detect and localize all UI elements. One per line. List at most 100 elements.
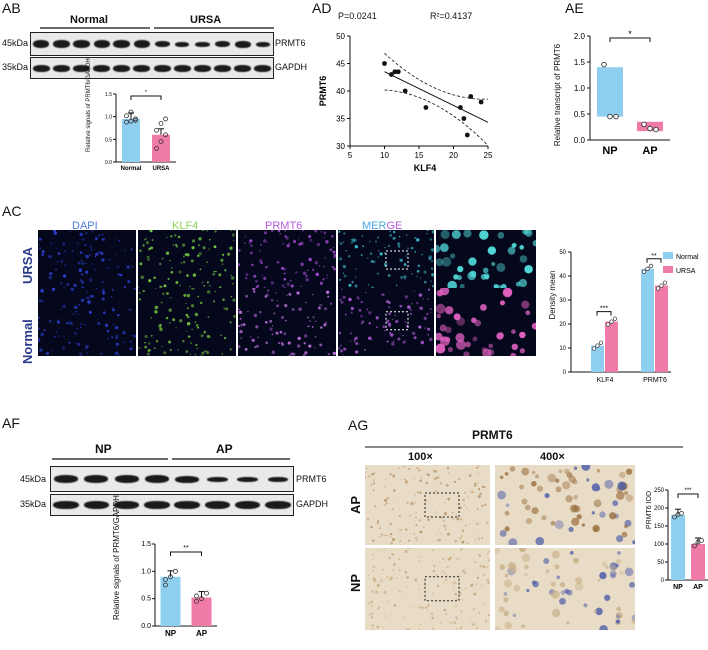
cell-dot — [609, 562, 618, 571]
marker-35kda: 35kDa — [2, 62, 29, 72]
cell-dot — [351, 281, 354, 284]
cell-dot — [348, 283, 352, 287]
cell-dot — [139, 249, 142, 252]
cell-dot — [281, 343, 285, 346]
cell-dot — [407, 539, 410, 542]
cell-dot — [80, 298, 85, 303]
bar-prmt6-ursa — [655, 285, 668, 372]
cell-dot — [244, 242, 246, 245]
cell-dot — [343, 347, 347, 351]
cell-dot — [446, 532, 450, 536]
cell-dot — [419, 623, 422, 626]
cell-dot — [144, 345, 148, 349]
cell-dot — [94, 268, 97, 271]
blot-band — [254, 64, 272, 72]
cell-dot — [488, 550, 490, 553]
cell-dot — [60, 281, 63, 285]
cell-dot — [360, 322, 363, 325]
cell-dot — [309, 320, 311, 323]
cell-dot — [223, 307, 226, 310]
cell-dot — [206, 334, 210, 338]
cell-dot — [400, 258, 404, 262]
data-point — [655, 286, 661, 291]
blot-prmt6 — [30, 32, 274, 56]
cell-dot — [615, 619, 620, 624]
micrograph-normal-3 — [338, 288, 434, 356]
cell-dot — [110, 295, 113, 298]
cell-dot — [84, 346, 88, 350]
cell-dot — [436, 303, 446, 314]
cell-dot — [265, 293, 269, 297]
cell-dot — [300, 262, 304, 267]
cell-dot — [314, 320, 317, 323]
cell-dot — [182, 260, 186, 264]
cell-dot — [333, 257, 335, 259]
cell-dot — [447, 497, 451, 501]
af-blot-prmt6 — [50, 466, 294, 492]
af-group-bars — [52, 458, 290, 460]
cell-dot — [64, 264, 66, 266]
cell-dot — [298, 237, 300, 240]
cell-dot — [406, 247, 410, 250]
cell-dot — [199, 301, 203, 305]
af-bar-chart: 0.0 0.5 1.0 1.5 NP AP ** — [141, 541, 217, 638]
cell-dot — [379, 536, 381, 538]
cell-dot — [477, 473, 480, 475]
blot-band — [72, 64, 90, 72]
cell-dot — [38, 316, 40, 319]
cell-dot — [139, 292, 141, 294]
cell-dot — [376, 583, 380, 587]
blot-band — [53, 501, 79, 509]
cell-dot — [329, 248, 333, 252]
cell-dot — [397, 242, 401, 246]
cell-dot — [288, 242, 290, 245]
data-point — [389, 72, 394, 77]
cell-dot — [416, 467, 419, 469]
cell-dot — [392, 469, 394, 471]
cell-dot — [403, 465, 406, 468]
cell-dot — [423, 270, 427, 274]
cell-dot — [144, 334, 148, 338]
cell-dot — [453, 480, 456, 484]
cell-dot — [124, 263, 127, 265]
cell-dot — [186, 307, 190, 310]
cell-dot — [469, 523, 471, 525]
cell-dot — [573, 494, 579, 500]
cell-dot — [398, 235, 401, 238]
cell-dot — [484, 503, 487, 506]
y-axis-label: PRMT6 — [318, 76, 328, 107]
cell-dot — [445, 326, 452, 334]
cell-dot — [453, 621, 456, 624]
cell-dot — [151, 239, 154, 241]
cell-dot — [368, 322, 371, 325]
cell-dot — [447, 621, 450, 624]
cell-dot — [286, 294, 288, 297]
cell-dot — [155, 305, 159, 309]
cell-dot — [69, 319, 71, 321]
cell-dot — [379, 252, 383, 256]
cell-dot — [371, 590, 374, 593]
cell-dot — [256, 284, 260, 288]
cell-dot — [292, 352, 296, 356]
sig-bracket — [170, 551, 202, 556]
micrograph-texture — [238, 288, 336, 356]
cell-dot — [389, 472, 393, 476]
cell-dot — [413, 336, 417, 340]
cell-dot — [451, 230, 461, 239]
cell-dot — [596, 469, 601, 473]
cell-dot — [389, 233, 393, 237]
cell-dot — [512, 613, 517, 618]
regression-line — [384, 71, 489, 123]
cell-dot — [45, 351, 50, 356]
cell-dot — [242, 323, 246, 326]
cell-dot — [79, 251, 83, 254]
cell-dot — [464, 587, 467, 590]
blot-band — [173, 64, 191, 72]
cell-dot — [382, 626, 385, 629]
marker-45kda: 45kDa — [2, 38, 29, 48]
blot-band — [113, 64, 131, 72]
cell-dot — [182, 255, 186, 258]
cell-dot — [338, 346, 341, 350]
cell-dot — [105, 323, 109, 327]
cell-dot — [631, 614, 635, 622]
